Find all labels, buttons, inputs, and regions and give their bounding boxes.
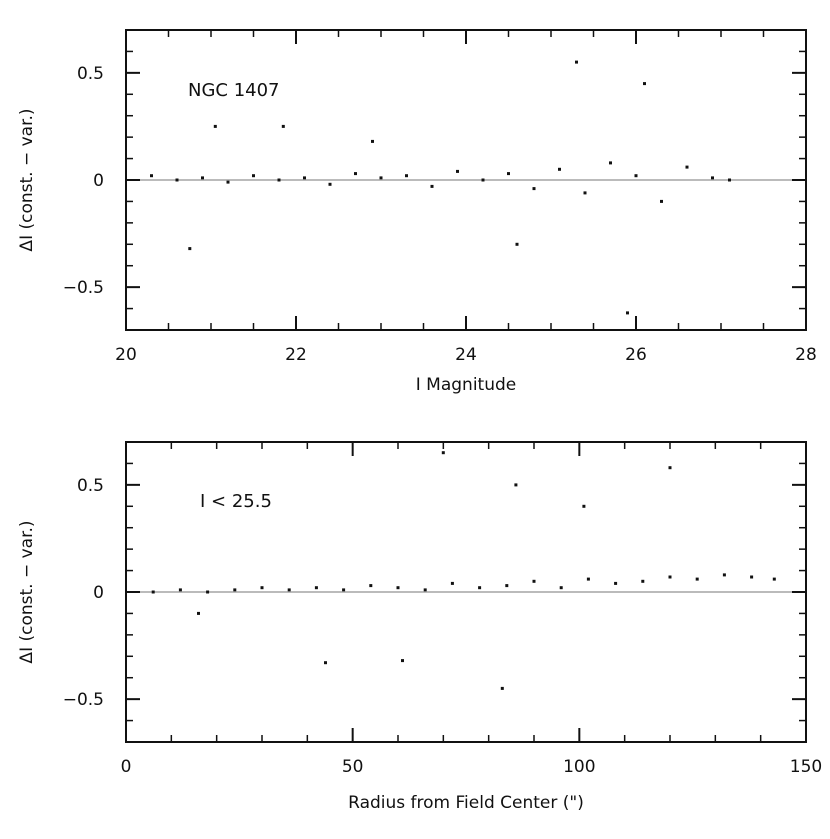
data-point [324, 661, 327, 665]
x-tick-label: 0 [121, 757, 132, 777]
x-tick-label: 22 [285, 345, 307, 365]
data-point [478, 586, 482, 590]
data-point [379, 176, 383, 180]
data-point [260, 586, 264, 590]
data-point [456, 169, 459, 173]
data-point [201, 176, 204, 180]
data-point [583, 191, 587, 195]
y-tick-label: −0.5 [63, 690, 104, 710]
data-point [328, 182, 332, 186]
data-point [342, 588, 346, 592]
y-tick-label: 0.5 [77, 64, 104, 84]
x-tick-label: 50 [342, 757, 364, 777]
data-point [626, 311, 629, 315]
data-point [750, 575, 754, 579]
data-point [175, 178, 179, 182]
y-tick-label: 0 [93, 171, 104, 191]
x-axis-title-bottom: Radius from Field Center (") [348, 793, 584, 813]
data-point [188, 247, 192, 251]
data-point [728, 178, 731, 182]
data-point [515, 242, 519, 246]
data-point [252, 174, 255, 178]
data-point [430, 184, 434, 188]
y-tick-label: 0.5 [77, 476, 104, 496]
x-axis-title-top: I Magnitude [416, 375, 516, 395]
y-tick-label: −0.5 [63, 278, 104, 298]
data-point [505, 584, 509, 588]
data-point [303, 176, 306, 180]
data-point [772, 577, 776, 581]
data-point [641, 579, 645, 583]
annotation-magnitude-cut: I < 25.5 [200, 491, 272, 512]
y-axis-title-top: ΔI (const. − var.) [17, 108, 37, 251]
x-tick-label: 150 [790, 757, 822, 777]
bottom-panel: 0 50 100 150 0.5 0 −0.5 I < 25.5 Radius from F… [17, 441, 822, 813]
data-point [197, 611, 200, 615]
scatter-points-top [150, 60, 731, 315]
data-point [481, 178, 485, 182]
data-point [532, 187, 536, 191]
data-point [213, 124, 217, 128]
data-point [314, 586, 318, 590]
axis-ticks-bottom: 0 50 100 150 0.5 0 −0.5 [63, 442, 822, 777]
data-point [558, 167, 561, 171]
x-tick-label: 20 [115, 345, 137, 365]
data-point [277, 178, 281, 182]
scatter-points-bottom [151, 451, 776, 690]
data-point [614, 581, 618, 585]
data-point [586, 577, 590, 581]
data-point [507, 172, 510, 176]
data-point [450, 581, 454, 585]
data-point [226, 180, 230, 184]
data-point [287, 588, 291, 592]
top-panel: 20 22 24 26 280.50−0.5 NGC 1407 I Magnitude … [17, 29, 817, 395]
x-tick-label: 26 [625, 345, 647, 365]
data-point [575, 60, 578, 64]
data-point [150, 174, 153, 178]
data-point [371, 139, 374, 143]
data-point [178, 588, 182, 592]
data-point [500, 686, 504, 690]
y-tick-label: 0 [93, 583, 104, 603]
data-point [711, 176, 714, 180]
data-point [634, 174, 638, 178]
data-point [354, 172, 357, 176]
data-point [668, 466, 672, 470]
data-point [685, 165, 689, 169]
data-point [532, 579, 536, 583]
data-point [151, 590, 155, 594]
data-point [722, 573, 726, 577]
data-point [668, 575, 672, 579]
data-point [396, 586, 400, 590]
data-point [281, 124, 285, 128]
data-point [514, 483, 518, 487]
annotation-ngc: NGC 1407 [188, 80, 280, 101]
x-tick-label: 28 [795, 345, 817, 365]
data-point [695, 577, 699, 581]
data-point [405, 174, 408, 178]
y-axis-title-bottom: ΔI (const. − var.) [17, 520, 37, 663]
data-point [609, 161, 612, 165]
axis-ticks-top: 20 22 24 26 28 0.5 0 −0.5 [63, 30, 817, 365]
data-point [233, 588, 237, 592]
data-point [660, 199, 663, 203]
data-point [441, 451, 445, 455]
data-point [559, 586, 563, 590]
x-tick-label: 100 [563, 757, 595, 777]
data-point [206, 590, 210, 594]
data-point [643, 82, 646, 86]
data-point [423, 588, 427, 592]
data-point [401, 659, 404, 663]
data-point [582, 504, 586, 508]
data-point [369, 584, 373, 588]
x-tick-label: 24 [455, 345, 477, 365]
